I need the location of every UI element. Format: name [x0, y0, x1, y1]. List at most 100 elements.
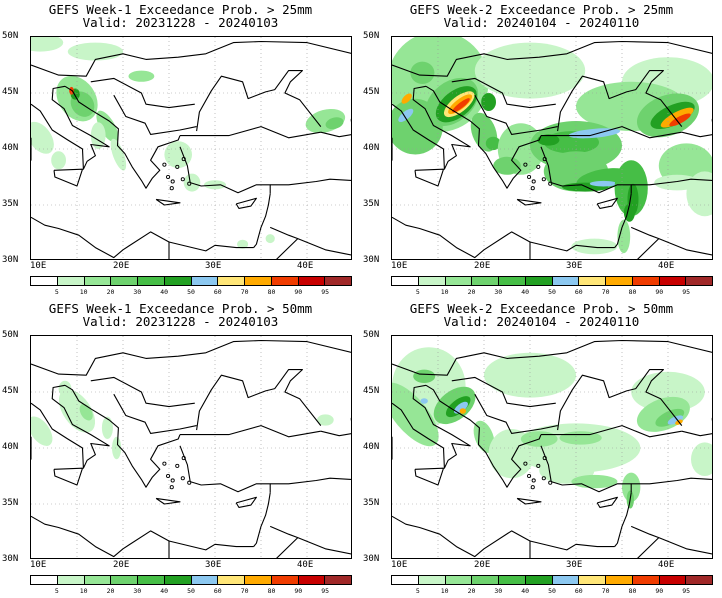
colorbar-swatch [57, 277, 85, 285]
island [180, 476, 185, 481]
y-tick-label: 45N [363, 87, 380, 97]
colorbar-swatch [191, 576, 219, 584]
coastline [235, 197, 257, 209]
coastline [474, 393, 558, 434]
island [536, 164, 541, 169]
colorbar-swatch [499, 277, 526, 285]
colorbar-label: 30 [494, 288, 503, 296]
probability-shading [691, 442, 712, 476]
colorbar-label: 90 [655, 587, 664, 595]
colorbar-swatch [191, 277, 219, 285]
colorbar-swatch [579, 277, 606, 285]
y-tick-label: 30N [363, 554, 380, 564]
island [169, 485, 174, 490]
island [530, 485, 535, 490]
colorbar-swatch [552, 277, 580, 285]
colorbar-label: 80 [267, 587, 276, 595]
x-tick-label: 10E [30, 261, 47, 271]
y-tick-label: 45N [363, 386, 380, 396]
coastline [711, 417, 712, 422]
panel-title: GEFS Week-1 Exceedance Prob. > 50mm [48, 301, 313, 316]
coastline [451, 376, 556, 408]
colorbar [391, 276, 713, 286]
panel-title: GEFS Week-2 Exceedance Prob. > 50mm [409, 301, 674, 316]
coastline [253, 492, 271, 547]
colorbar-label: 90 [294, 587, 303, 595]
colorbar-swatch [84, 576, 112, 584]
coastline [596, 496, 618, 508]
y-tick-label: 50N [363, 31, 380, 41]
coastline [53, 467, 84, 486]
island [523, 461, 528, 466]
colorbar-swatch [392, 277, 419, 285]
panel-valid-dates: Valid: 20240104 - 20240110 [443, 15, 640, 30]
colorbar-label: 40 [160, 587, 169, 595]
colorbar-label: 60 [213, 587, 222, 595]
panel-title: GEFS Week-1 Exceedance Prob. > 25mm [48, 2, 313, 17]
coastline [681, 430, 712, 437]
probability-shading [112, 436, 122, 460]
colorbar-swatch [298, 576, 326, 584]
colorbar-label: 30 [133, 288, 142, 296]
colorbar-swatch [325, 576, 351, 584]
coastline [541, 126, 682, 139]
map-panel: GEFS Week-2 Exceedance Prob. > 50mm Valid… [361, 299, 722, 598]
colorbar-swatch [31, 576, 58, 584]
y-tick-label: 45N [2, 386, 19, 396]
probability-shading [655, 408, 685, 427]
colorbar-label: 60 [213, 288, 222, 296]
coastline [392, 339, 712, 376]
map-panel: GEFS Week-2 Exceedance Prob. > 25mm Valid… [361, 0, 722, 299]
colorbar-label: 60 [574, 587, 583, 595]
map-frame [30, 36, 352, 260]
probability-shading [669, 113, 691, 127]
colorbar-swatch [271, 277, 299, 285]
colorbar-label: 40 [521, 587, 530, 595]
panel-valid-dates: Valid: 20240104 - 20240110 [443, 314, 640, 329]
island [531, 179, 536, 184]
coastline [270, 178, 351, 186]
island [536, 463, 541, 468]
island [181, 456, 186, 461]
colorbar-swatch [57, 576, 85, 584]
coastline [31, 40, 351, 77]
map-canvas [31, 37, 351, 259]
colorbar-swatch [632, 277, 660, 285]
island [169, 186, 174, 191]
island [541, 476, 546, 481]
coastline [630, 226, 712, 256]
y-tick-label: 30N [2, 255, 19, 265]
coastline [155, 198, 181, 206]
colorbar-label: 95 [321, 587, 330, 595]
island [175, 463, 180, 468]
island [548, 181, 553, 186]
probability-shading [51, 151, 66, 170]
probability-shading [484, 352, 576, 398]
probability-shading [110, 138, 127, 171]
colorbar [391, 575, 713, 585]
colorbar-label: 5 [54, 288, 59, 296]
y-tick-label: 35N [2, 498, 19, 508]
island [531, 478, 536, 483]
coastline [31, 216, 254, 259]
probability-shading [96, 110, 119, 143]
colorbar-swatch [499, 576, 526, 584]
coastline [179, 445, 271, 493]
probability-shading [401, 93, 412, 104]
colorbar-swatch [525, 277, 553, 285]
coastline [540, 445, 632, 493]
colorbar-label: 50 [187, 587, 195, 595]
probability-shading [58, 389, 96, 433]
coastline [637, 537, 660, 558]
island [542, 456, 547, 461]
coastline [31, 85, 110, 170]
colorbar-swatch [218, 576, 245, 584]
colorbar [30, 575, 352, 585]
colorbar-swatch [659, 277, 687, 285]
coastline [540, 146, 632, 194]
colorbar-label: 20 [467, 288, 476, 296]
probability-shading [67, 42, 123, 61]
colorbar-label: 30 [133, 587, 142, 595]
colorbar-swatch [606, 576, 633, 584]
island [170, 478, 175, 483]
